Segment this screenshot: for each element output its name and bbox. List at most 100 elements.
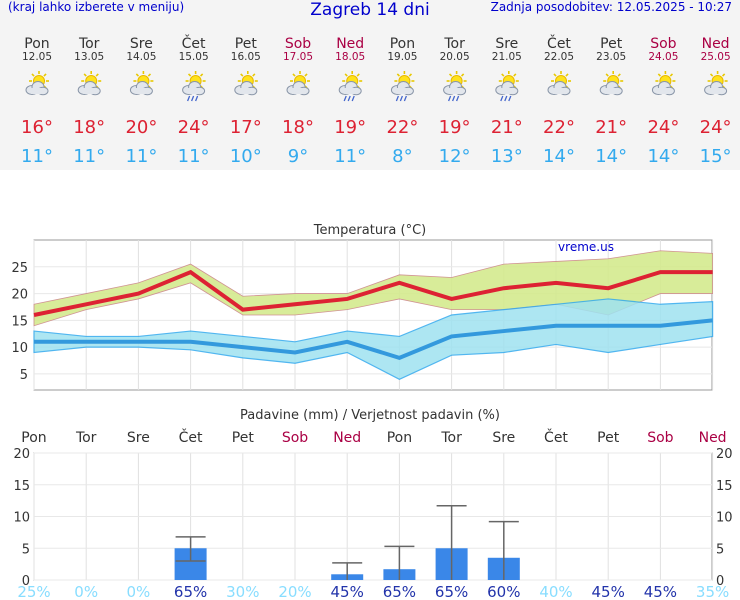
- min-temp: 12°: [439, 146, 471, 167]
- day-name: Pet: [600, 36, 623, 52]
- precip-day-name: Pon: [387, 430, 412, 446]
- max-temp: 22°: [543, 117, 575, 138]
- precip-probability: 60%: [487, 583, 520, 600]
- max-temp: 19°: [439, 117, 471, 138]
- precip-ytick-left: 0: [22, 574, 30, 589]
- sun-cloud-rain-icon: [443, 71, 467, 102]
- day-name: Tor: [78, 36, 100, 52]
- day-date: 20.05: [440, 51, 470, 63]
- day-name: Sre: [130, 36, 153, 52]
- precip-day-name: Ned: [333, 430, 361, 446]
- precip-error-bar: [332, 562, 363, 580]
- precip-error-bar: [175, 536, 206, 562]
- max-temp: 24°: [700, 117, 732, 138]
- day-name: Pon: [24, 36, 49, 52]
- max-temp-range-band: [33, 250, 713, 327]
- min-temp: 14°: [543, 146, 575, 167]
- precip-ytick-right: 5: [716, 542, 724, 557]
- day-date: 19.05: [387, 51, 417, 63]
- day-date: 14.05: [126, 51, 156, 63]
- precip-probability: 65%: [174, 583, 207, 600]
- max-temp: 24°: [647, 117, 679, 138]
- last-update: Zadnja posodobitev: 12.05.2025 - 10:27: [490, 0, 732, 14]
- precip-chart-title: Padavine (mm) / Verjetnost padavin (%): [240, 408, 500, 423]
- precip-probability: 45%: [331, 583, 364, 600]
- precip-day-name: Pet: [597, 430, 620, 446]
- precip-day-name: Ned: [699, 430, 727, 446]
- max-temp: 17°: [230, 117, 262, 138]
- day-name: Pon: [390, 36, 415, 52]
- partly-cloudy-icon: [704, 71, 728, 96]
- sun-cloud-rain-icon: [390, 71, 415, 102]
- menu-hint: (kraj lahko izberete v meniju): [8, 0, 185, 14]
- partly-cloudy-icon: [234, 71, 258, 96]
- precip-ytick-right: 10: [716, 511, 733, 526]
- day-name: Sob: [650, 36, 676, 52]
- day-name: Sob: [285, 36, 311, 52]
- precip-probability: 40%: [539, 583, 572, 600]
- day-name: Čet: [547, 34, 571, 52]
- partly-cloudy-icon: [286, 71, 310, 96]
- precip-ytick-left: 20: [13, 447, 30, 462]
- min-temp: 11°: [334, 146, 366, 167]
- max-temp: 16°: [21, 117, 53, 138]
- temp-ytick: 15: [11, 314, 28, 329]
- min-temp: 9°: [288, 146, 308, 167]
- max-temp: 20°: [125, 117, 157, 138]
- day-name: Čet: [182, 34, 206, 52]
- precip-probability: 20%: [278, 583, 311, 600]
- precip-probability: 35%: [696, 583, 729, 600]
- min-temp: 11°: [125, 146, 157, 167]
- partly-cloudy-icon: [599, 71, 624, 96]
- max-temp: 21°: [491, 117, 523, 138]
- day-name: Pet: [235, 36, 258, 52]
- precip-error-bar: [384, 545, 415, 580]
- page-title: Zagreb 14 dni: [310, 0, 430, 20]
- day-date: 16.05: [231, 51, 261, 63]
- day-date: 23.05: [596, 51, 626, 63]
- min-temp: 11°: [21, 146, 53, 167]
- day-date: 22.05: [544, 51, 574, 63]
- precip-error-bar: [436, 504, 467, 580]
- precip-ytick-left: 10: [13, 511, 30, 526]
- day-date: 21.05: [492, 51, 522, 63]
- max-temp-line: [33, 269, 713, 317]
- precip-ytick-right: 15: [716, 479, 733, 494]
- max-temp: 22°: [386, 117, 418, 138]
- day-date: 12.05: [22, 51, 52, 63]
- temp-ytick: 20: [11, 288, 28, 303]
- day-date: 17.05: [283, 51, 313, 63]
- precip-ytick-right: 20: [716, 447, 733, 462]
- precip-probability: 65%: [435, 583, 468, 600]
- max-temp: 24°: [178, 117, 210, 138]
- min-temp: 14°: [647, 146, 679, 167]
- temp-ytick: 10: [11, 341, 28, 356]
- day-name: Tor: [443, 36, 465, 52]
- precip-day-name: Čet: [544, 428, 568, 446]
- day-name: Ned: [336, 36, 364, 52]
- partly-cloudy-icon: [547, 71, 571, 96]
- min-temp: 13°: [491, 146, 523, 167]
- sun-cloud-rain-icon: [338, 71, 363, 102]
- sun-cloud-rain-icon: [495, 71, 519, 102]
- precip-day-name: Sre: [492, 430, 515, 446]
- day-date: 25.05: [701, 51, 731, 63]
- precip-probability: 25%: [17, 583, 50, 600]
- precip-day-name: Pet: [232, 430, 255, 446]
- partly-cloudy-icon: [77, 71, 102, 96]
- precip-probability: 45%: [644, 583, 677, 600]
- precip-probability: 45%: [592, 583, 625, 600]
- precip-day-name: Tor: [440, 430, 462, 446]
- partly-cloudy-icon: [25, 71, 49, 96]
